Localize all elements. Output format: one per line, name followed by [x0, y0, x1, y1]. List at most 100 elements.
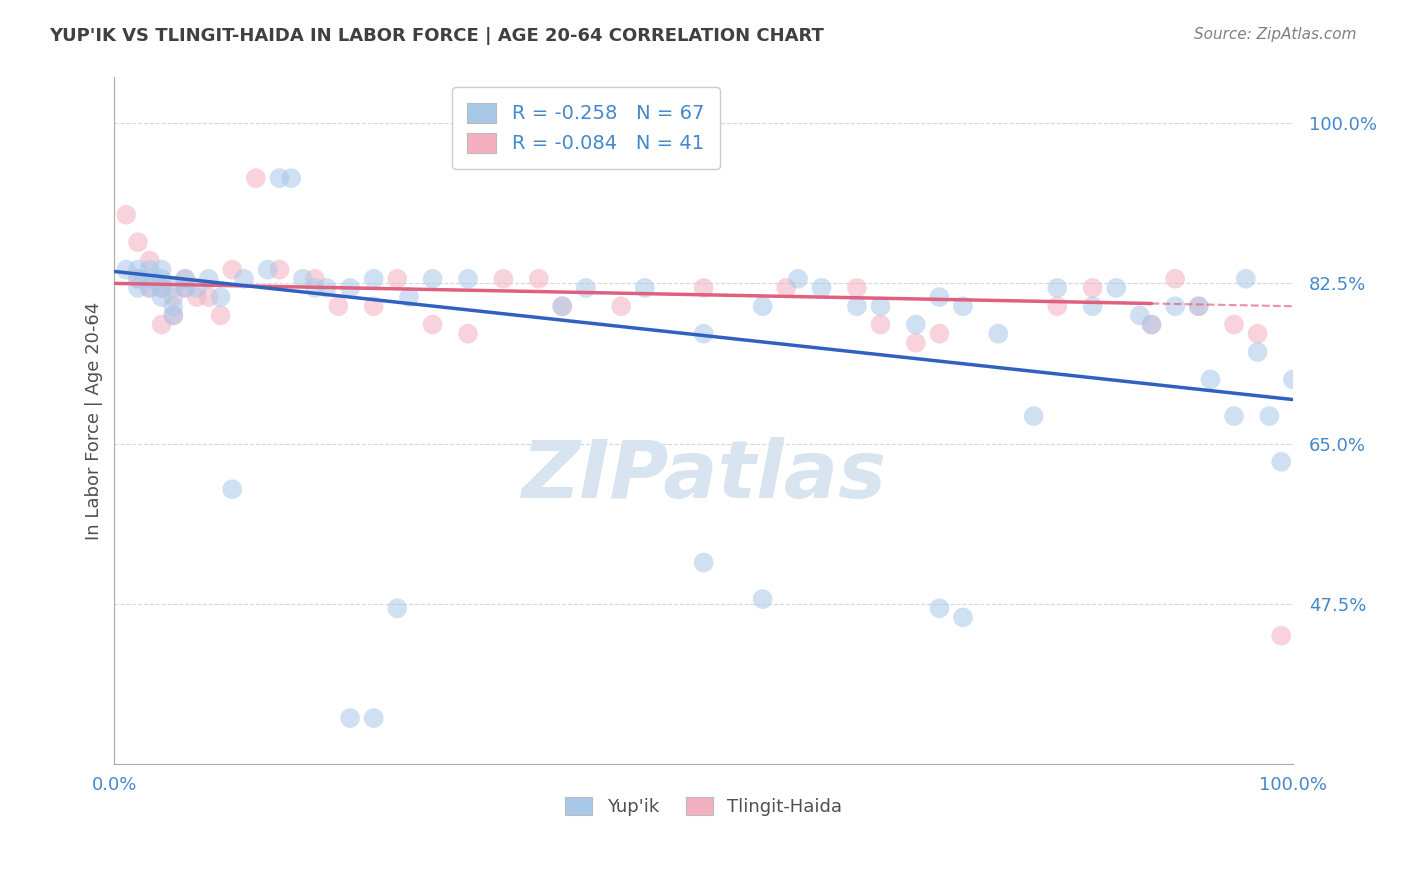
Point: [339, 711, 361, 725]
Point: [328, 299, 350, 313]
Point: [127, 272, 149, 286]
Point: [269, 171, 291, 186]
Point: [1188, 299, 1211, 313]
Point: [209, 309, 232, 323]
Point: [256, 262, 278, 277]
Point: [1234, 272, 1257, 286]
Point: [904, 335, 927, 350]
Point: [127, 281, 149, 295]
Point: [127, 262, 149, 277]
Point: [150, 290, 173, 304]
Point: [810, 281, 832, 295]
Point: [869, 299, 891, 313]
Point: [162, 281, 184, 295]
Point: [139, 281, 162, 295]
Point: [422, 318, 444, 332]
Point: [952, 299, 974, 313]
Point: [904, 318, 927, 332]
Point: [575, 281, 598, 295]
Point: [186, 290, 208, 304]
Point: [422, 272, 444, 286]
Point: [115, 208, 138, 222]
Point: [139, 281, 162, 295]
Point: [162, 299, 184, 313]
Point: [1282, 372, 1305, 386]
Point: [115, 262, 138, 277]
Point: [174, 281, 197, 295]
Point: [692, 281, 714, 295]
Point: [551, 299, 574, 313]
Point: [398, 290, 420, 304]
Point: [315, 281, 337, 295]
Point: [174, 272, 197, 286]
Point: [139, 272, 162, 286]
Point: [339, 281, 361, 295]
Point: [162, 309, 184, 323]
Point: [387, 601, 409, 615]
Point: [692, 326, 714, 341]
Point: [127, 235, 149, 249]
Point: [1046, 299, 1069, 313]
Point: [221, 483, 243, 497]
Point: [363, 711, 385, 725]
Point: [269, 262, 291, 277]
Point: [363, 272, 385, 286]
Point: [1140, 318, 1163, 332]
Point: [174, 272, 197, 286]
Point: [1164, 299, 1187, 313]
Point: [1046, 281, 1069, 295]
Point: [245, 171, 267, 186]
Point: [457, 272, 479, 286]
Point: [987, 326, 1010, 341]
Point: [150, 272, 173, 286]
Point: [952, 610, 974, 624]
Point: [304, 272, 326, 286]
Point: [551, 299, 574, 313]
Point: [150, 281, 173, 295]
Point: [387, 272, 409, 286]
Point: [1246, 326, 1268, 341]
Point: [197, 272, 219, 286]
Point: [1270, 629, 1292, 643]
Point: [1188, 299, 1211, 313]
Point: [845, 281, 868, 295]
Point: [751, 592, 773, 607]
Point: [162, 309, 184, 323]
Point: [751, 299, 773, 313]
Point: [1246, 345, 1268, 359]
Point: [174, 281, 197, 295]
Point: [1105, 281, 1128, 295]
Point: [845, 299, 868, 313]
Point: [363, 299, 385, 313]
Point: [928, 290, 950, 304]
Point: [928, 601, 950, 615]
Point: [221, 262, 243, 277]
Text: ZIPatlas: ZIPatlas: [522, 436, 886, 515]
Point: [527, 272, 550, 286]
Point: [1081, 299, 1104, 313]
Point: [150, 262, 173, 277]
Text: Source: ZipAtlas.com: Source: ZipAtlas.com: [1194, 27, 1357, 42]
Point: [692, 556, 714, 570]
Legend: Yup'ik, Tlingit-Haida: Yup'ik, Tlingit-Haida: [558, 789, 849, 823]
Point: [1164, 272, 1187, 286]
Point: [775, 281, 797, 295]
Point: [1140, 318, 1163, 332]
Point: [162, 290, 184, 304]
Point: [1223, 318, 1246, 332]
Point: [928, 326, 950, 341]
Point: [233, 272, 256, 286]
Point: [492, 272, 515, 286]
Point: [150, 318, 173, 332]
Point: [1199, 372, 1222, 386]
Point: [197, 290, 219, 304]
Point: [186, 281, 208, 295]
Point: [304, 281, 326, 295]
Point: [1022, 409, 1045, 423]
Point: [1258, 409, 1281, 423]
Point: [291, 272, 314, 286]
Point: [139, 253, 162, 268]
Point: [280, 171, 302, 186]
Point: [127, 272, 149, 286]
Point: [1223, 409, 1246, 423]
